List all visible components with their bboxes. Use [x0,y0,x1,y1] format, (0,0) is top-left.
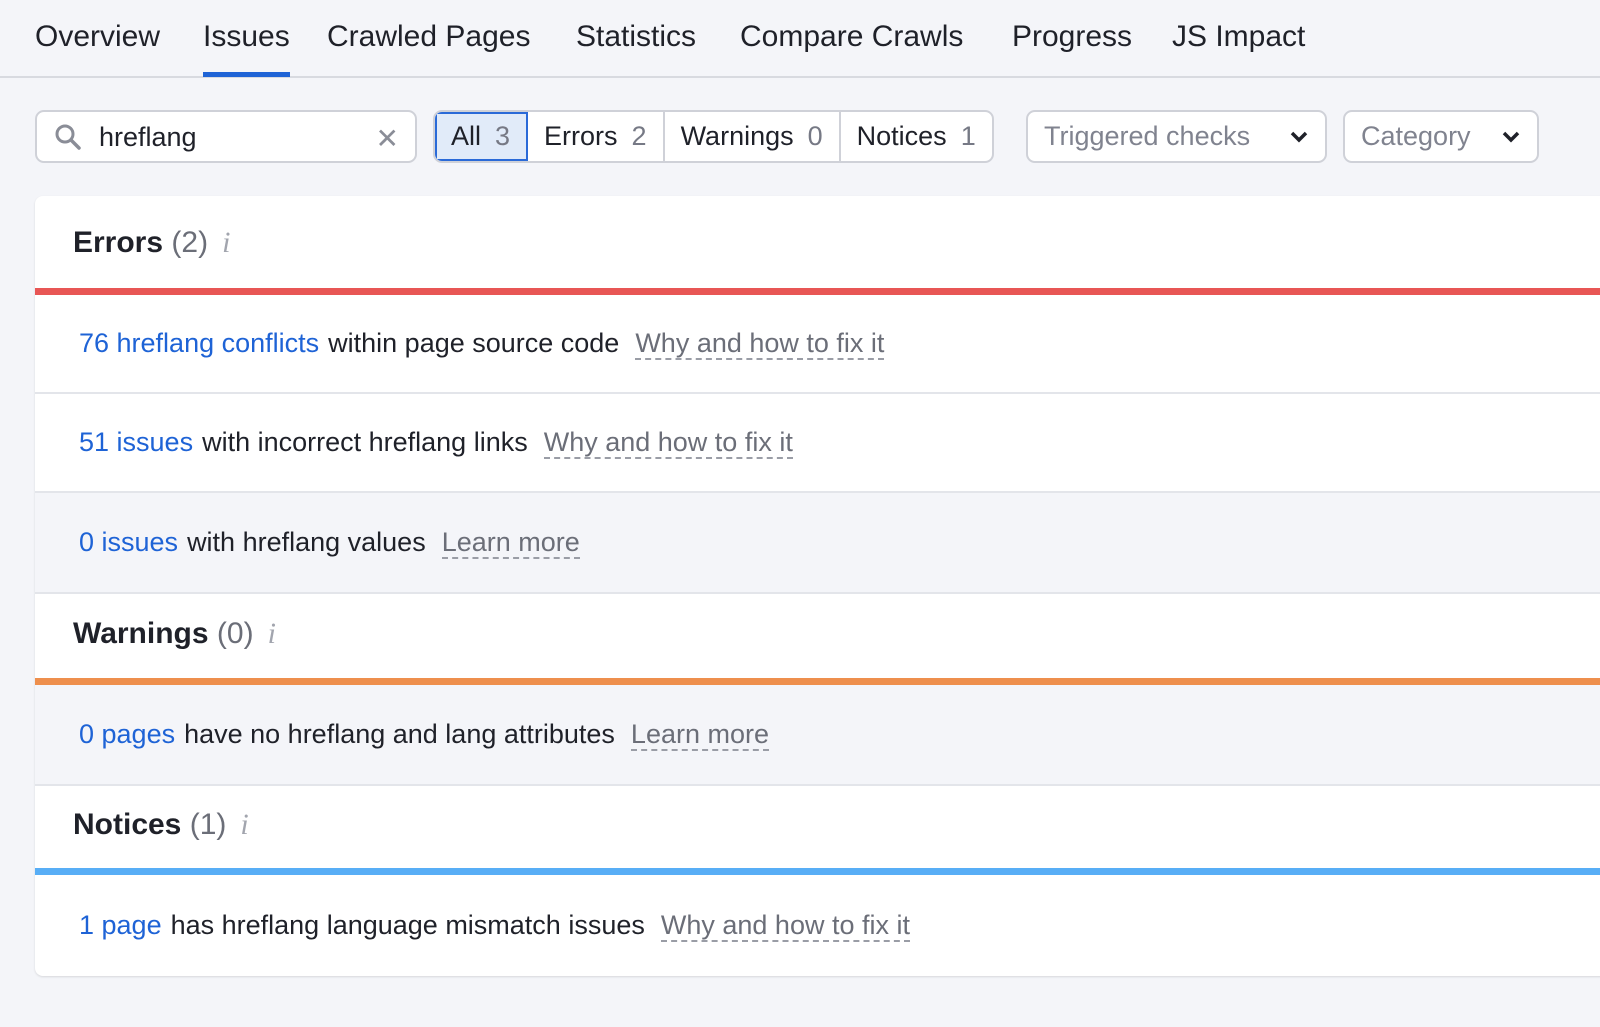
severity-filter: All 3 Errors 2 Warnings 0 Notices 1 [433,110,994,163]
issue-text: with hreflang values [187,527,426,557]
filter-all[interactable]: All 3 [435,112,529,161]
search-value: hreflang [99,122,197,152]
issue-link[interactable]: 0 issues [79,527,179,557]
issue-text: have no hreflang and lang attributes [184,719,615,749]
tab-progress[interactable]: Progress [1012,20,1133,53]
tab-statistics[interactable]: Statistics [576,20,697,53]
tab-issues[interactable]: Issues [203,20,290,77]
search-input[interactable]: hreflang ✕ [35,110,417,163]
issues-card: Errors (2) i 76 hreflang conflicts within … [35,196,1600,976]
notices-header: Notices (1) i [73,808,249,842]
filter-label: All [451,121,482,151]
issue-text: with incorrect hreflang links [202,427,528,457]
warnings-bar [35,678,1600,685]
errors-header: Errors (2) i [73,226,230,260]
info-icon[interactable]: i [240,808,249,841]
section-count: (0) [216,617,254,650]
errors-bar [35,288,1600,295]
tab-compare-crawls[interactable]: Compare Crawls [740,20,964,53]
filter-label: Errors [544,121,618,151]
help-link[interactable]: Why and how to fix it [660,909,910,942]
help-link[interactable]: Learn more [630,718,769,751]
section-title: Warnings [73,617,209,650]
chevron-down-icon [1290,131,1308,142]
category-dropdown[interactable]: Category [1343,110,1539,163]
filter-errors[interactable]: Errors 2 [528,112,665,161]
clear-icon[interactable]: ✕ [375,123,399,154]
tab-crawled-pages[interactable]: Crawled Pages [327,20,531,53]
filter-count: 1 [960,121,976,151]
search-icon [53,122,83,157]
issue-text: within page source code [328,328,620,358]
issue-row: 0 issues with hreflang values Learn more [35,493,1600,594]
help-link[interactable]: Why and how to fix it [635,327,885,360]
filter-count: 2 [631,121,647,151]
tab-bar: Overview Issues Crawled Pages Statistics… [0,0,1600,78]
filter-count: 0 [807,121,823,151]
issue-row: 51 issues with incorrect hreflang links Wh… [35,394,1600,493]
section-title: Notices [73,808,182,841]
warnings-header: Warnings (0) i [73,617,276,651]
chevron-down-icon [1502,131,1520,142]
filter-label: Warnings [680,121,794,151]
filter-count: 3 [495,121,511,151]
help-link[interactable]: Learn more [441,526,580,559]
issue-row: 0 pages have no hreflang and lang attribu… [35,685,1600,786]
help-link[interactable]: Why and how to fix it [543,426,793,459]
issue-link[interactable]: 76 hreflang conflicts [79,328,320,358]
notices-bar [35,868,1600,875]
section-count: (2) [171,226,209,259]
triggered-checks-dropdown[interactable]: Triggered checks [1026,110,1327,163]
issue-row: 76 hreflang conflicts within page source … [35,295,1600,394]
info-icon[interactable]: i [267,617,276,650]
issue-row: 1 page has hreflang language mismatch iss… [35,875,1600,976]
tab-js-impact[interactable]: JS Impact [1172,20,1306,53]
tab-overview[interactable]: Overview [35,20,161,53]
section-title: Errors [73,226,164,259]
dropdown-label: Triggered checks [1044,121,1251,151]
filter-notices[interactable]: Notices 1 [841,112,992,161]
filter-label: Notices [856,121,947,151]
issue-link[interactable]: 1 page [79,910,162,940]
issue-text: has hreflang language mismatch issues [170,910,645,940]
issue-link[interactable]: 0 pages [79,719,176,749]
issue-link[interactable]: 51 issues [79,427,194,457]
dropdown-label: Category [1361,121,1471,151]
filter-warnings[interactable]: Warnings 0 [665,112,841,161]
section-count: (1) [189,808,227,841]
info-icon[interactable]: i [222,226,231,259]
